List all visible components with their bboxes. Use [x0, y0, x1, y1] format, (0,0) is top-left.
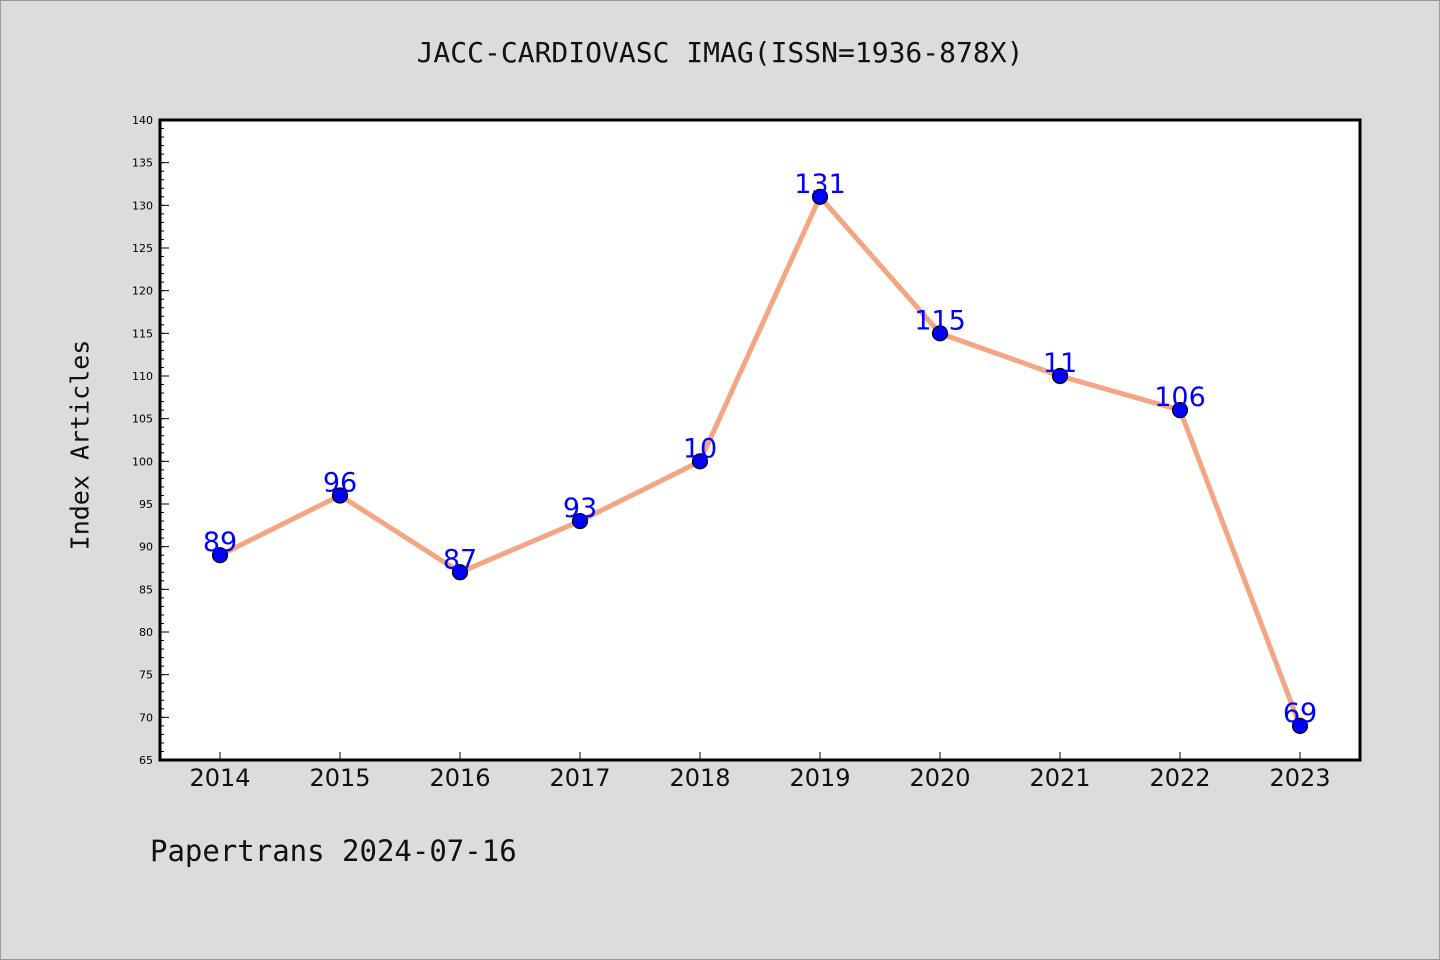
x-tick-label: 2022 [1149, 764, 1210, 792]
data-label: 87 [443, 544, 477, 575]
data-label: 69 [1283, 698, 1317, 729]
data-label: 96 [323, 467, 357, 498]
data-label: 93 [563, 493, 597, 524]
data-point [1051, 367, 1069, 385]
y-tick-label: 90 [139, 541, 153, 554]
x-tick-label: 2016 [429, 764, 490, 792]
y-tick-label: 115 [132, 327, 153, 340]
y-tick-label: 105 [132, 413, 153, 426]
data-point [931, 325, 949, 342]
data-point [451, 564, 469, 581]
y-tick-label: 80 [139, 626, 153, 639]
y-tick-label: 95 [139, 498, 153, 511]
data-label: 106 [1154, 382, 1206, 413]
series-line [217, 194, 1303, 729]
data-point [211, 547, 229, 564]
data-point [1171, 402, 1189, 419]
data-label: 11 [1043, 348, 1077, 379]
data-point [691, 453, 709, 470]
y-tick-label: 100 [132, 455, 153, 468]
x-tick-label: 2021 [1029, 764, 1090, 792]
y-tick-label: 135 [132, 157, 153, 170]
y-tick-label: 120 [132, 285, 153, 298]
y-tick-label: 70 [139, 711, 153, 724]
x-tick-label: 2019 [789, 764, 850, 792]
x-tick-label: 2023 [1269, 764, 1330, 792]
footer-credit: Papertrans 2024-07-16 [150, 834, 517, 868]
y-tick-label: 140 [132, 114, 153, 127]
y-tick-label: 110 [132, 370, 153, 383]
data-point [571, 512, 589, 530]
data-label: 131 [794, 169, 846, 200]
x-tick-label: 2015 [309, 764, 370, 792]
y-tick-label: 130 [132, 199, 153, 212]
y-tick-label: 75 [139, 669, 153, 682]
data-label: 89 [203, 527, 237, 558]
x-tick-label: 2018 [669, 764, 730, 792]
y-tick-label: 125 [132, 242, 153, 255]
y-tick-label: 85 [139, 583, 153, 596]
plot-border [158, 118, 1362, 762]
x-tick-label: 2014 [189, 764, 250, 792]
data-point [811, 188, 829, 205]
data-label: 115 [914, 305, 966, 336]
data-point [331, 487, 349, 504]
y-tick-label: 65 [139, 754, 153, 767]
x-tick-label: 2017 [549, 764, 610, 792]
x-tick-label: 2020 [909, 764, 970, 792]
plot-area [160, 120, 1360, 760]
data-point [1291, 717, 1309, 734]
data-label: 10 [683, 433, 717, 464]
chart-title: JACC-CARDIOVASC IMAG(ISSN=1936-878X) [416, 36, 1024, 69]
